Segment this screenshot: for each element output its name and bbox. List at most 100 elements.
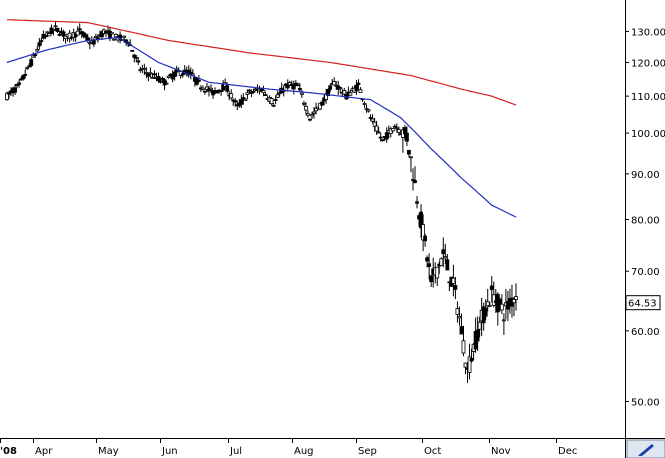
candle [172, 70, 177, 81]
candle [245, 89, 250, 100]
candle [374, 120, 379, 136]
candle [364, 104, 369, 113]
candle [211, 90, 215, 100]
candle [501, 313, 506, 335]
candle [203, 90, 207, 95]
candle [366, 108, 371, 113]
candle [150, 72, 155, 79]
candle [271, 102, 276, 108]
candle [423, 233, 428, 247]
candle [441, 237, 446, 268]
candle [324, 88, 329, 104]
candle [91, 37, 96, 48]
candle [506, 290, 510, 321]
x-tick-label: Oct [424, 446, 441, 457]
candle [318, 102, 322, 111]
candle [15, 83, 19, 89]
candle [384, 127, 389, 143]
plot-area [5, 19, 518, 383]
candle [429, 275, 434, 288]
candle [158, 77, 163, 84]
candle [223, 78, 228, 87]
last-price-label: 64.53 [628, 299, 657, 310]
candle [439, 257, 444, 266]
candle [495, 292, 500, 326]
candle [469, 348, 474, 363]
y-tick-label: 70.00 [631, 267, 660, 278]
y-axis: 50.00 60.00 70.00 80.00 90.00 100.00 110.00 120… [625, 0, 665, 458]
candle [308, 118, 312, 122]
candle [132, 53, 137, 63]
candle [295, 82, 300, 87]
candle [247, 88, 252, 94]
candle [306, 110, 310, 118]
candle [243, 98, 248, 101]
candle [405, 126, 409, 146]
candle [239, 94, 244, 109]
candle [190, 69, 195, 77]
candle [451, 264, 456, 297]
candle [455, 301, 460, 323]
candle [512, 297, 516, 317]
candle [467, 343, 472, 380]
candle [136, 57, 141, 66]
candle [166, 75, 171, 79]
candle [219, 90, 224, 96]
candle [130, 49, 135, 52]
candle [477, 316, 482, 338]
candle [396, 126, 401, 136]
y-tick-label: 60.00 [631, 327, 660, 338]
candle [481, 302, 486, 331]
candle [201, 85, 205, 91]
candle [233, 97, 238, 107]
candle [229, 89, 234, 100]
candle [485, 288, 490, 312]
candle [304, 102, 308, 115]
candle [186, 65, 191, 78]
candle [299, 89, 304, 98]
candle [425, 255, 430, 268]
candle [293, 80, 298, 86]
candle [45, 31, 50, 37]
draw-tool-button[interactable] [626, 439, 665, 458]
candle [5, 91, 9, 101]
candle [209, 84, 213, 93]
moving-average-long-line [6, 19, 517, 106]
y-tick-label: 50.00 [631, 397, 660, 408]
x-tick-label: Jun [161, 446, 178, 457]
candle [27, 63, 32, 68]
candle [320, 100, 324, 106]
candle [35, 46, 40, 53]
y-tick-label: 80.00 [631, 215, 660, 226]
candle [459, 313, 464, 335]
candle [338, 86, 343, 94]
candle [421, 214, 425, 252]
candle [146, 72, 151, 82]
candle [93, 33, 98, 39]
candle [144, 67, 149, 79]
candle [291, 80, 296, 95]
x-tick-label: Nov [491, 446, 511, 457]
candle [269, 96, 274, 106]
x-axis: '08 Apr May Jun Jul Aug Sep Oct Nov Dec [0, 438, 665, 457]
candle [358, 87, 363, 93]
candle [348, 89, 353, 96]
candle [261, 85, 266, 97]
candle [263, 92, 268, 96]
candle [392, 124, 397, 128]
candle [43, 33, 48, 40]
candle [461, 325, 466, 357]
candle [419, 204, 423, 238]
x-tick-label: Aug [294, 446, 314, 457]
candle [457, 306, 462, 326]
candle [411, 168, 415, 191]
candle [285, 79, 290, 92]
candle [483, 299, 488, 320]
candle [104, 30, 108, 38]
candle [302, 100, 306, 106]
moving-average-short-line [6, 36, 517, 218]
candle [156, 72, 161, 83]
candle [188, 67, 193, 80]
candle [328, 84, 333, 93]
